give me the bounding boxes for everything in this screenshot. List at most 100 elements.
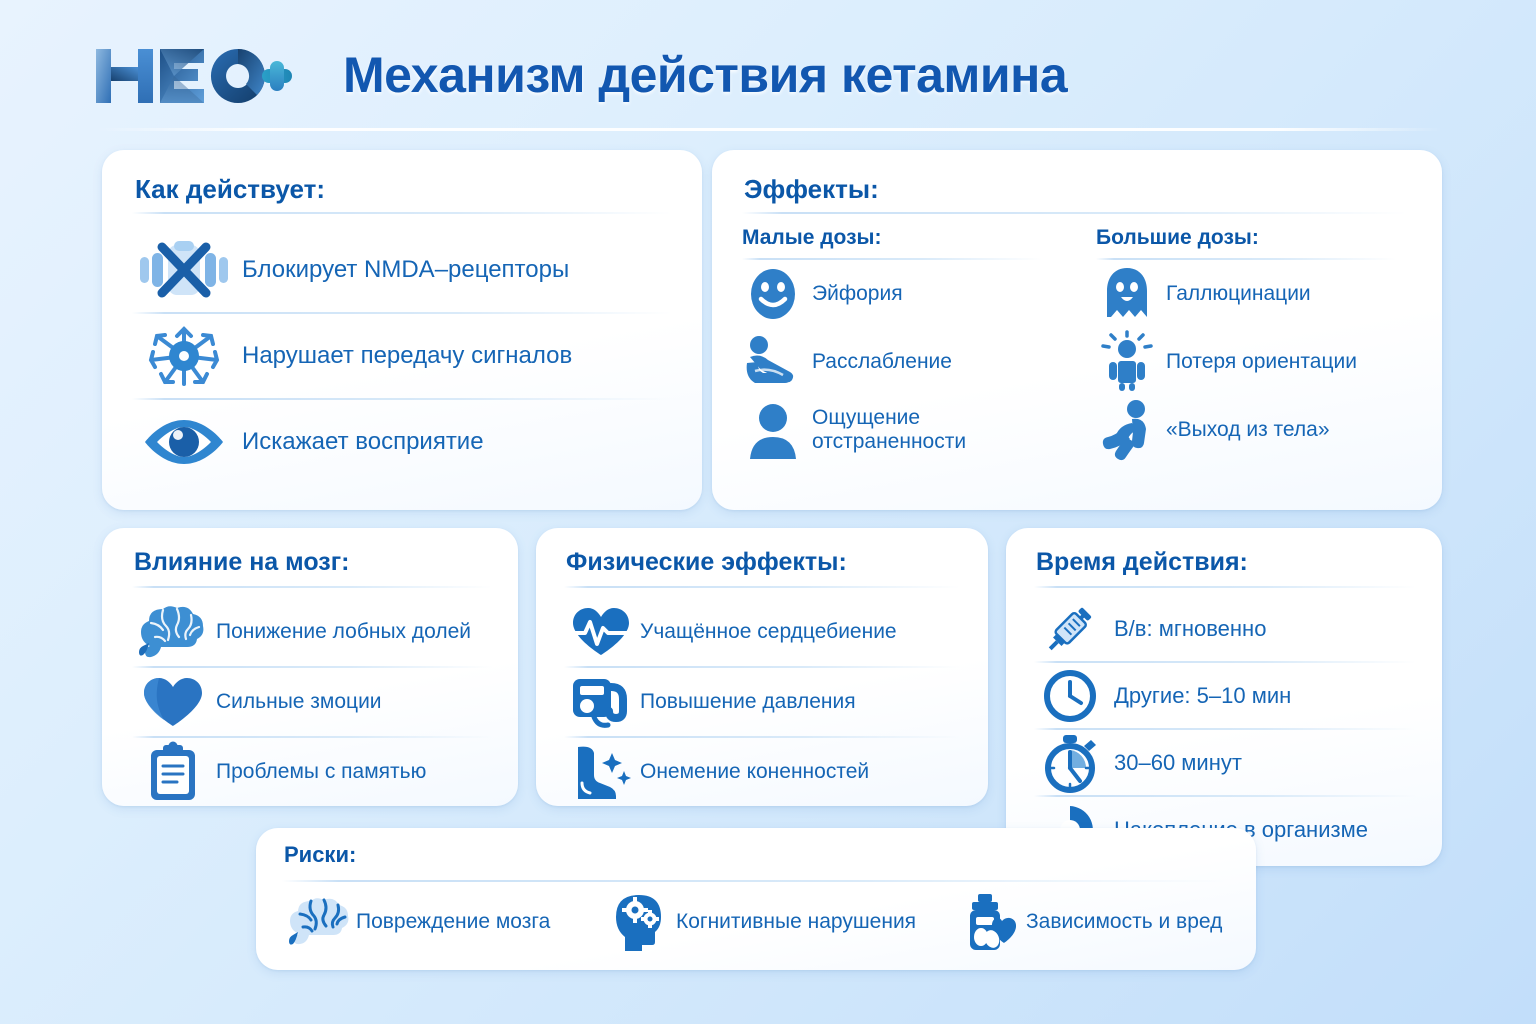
list-divider (564, 736, 960, 738)
card-title-effects: Эффекты: (744, 174, 879, 204)
list-item[interactable]: Галлюцинации (1096, 260, 1412, 328)
list-divider (132, 398, 672, 400)
brain-icon (132, 603, 214, 661)
brain-items-list: Понижение лобных долей Сильные змоции (132, 598, 502, 806)
damaged-brain-icon (282, 890, 356, 954)
risks-items-list: Повреждение мозга (282, 890, 1232, 954)
relaxing-person-icon (742, 331, 804, 393)
list-item-label: Галлюцинации (1166, 282, 1311, 306)
head-gears-icon (602, 890, 676, 954)
list-item-label: Эйфория (812, 282, 903, 306)
card-title-divider (132, 212, 672, 214)
list-divider (1034, 795, 1416, 797)
list-divider (1034, 728, 1416, 730)
dose-column-heading: Малые дозы: (742, 226, 882, 249)
syringe-icon (1034, 600, 1106, 658)
card-title-risks: Риски: (284, 842, 357, 867)
list-item[interactable]: Блокирует NMDA–рецепторы (132, 228, 677, 312)
list-item-label: Другие: 5–10 мин (1114, 682, 1292, 708)
dose-column-low: Малые дозы: Эйфория (742, 226, 1058, 464)
list-item[interactable]: Потеря ориентации (1096, 328, 1412, 396)
clock-icon (1034, 667, 1106, 725)
dose-heading-divider (742, 258, 1042, 260)
card-title-divider (282, 880, 1227, 882)
list-item-label: 30–60 минут (1114, 749, 1242, 775)
blocked-receptor-icon (132, 235, 236, 305)
how-items-list: Блокирует NMDA–рецепторы (132, 228, 677, 484)
list-item[interactable]: Искажает восприятие (132, 400, 677, 484)
list-item-label: Ощущение отстраненности (812, 406, 967, 453)
list-item-label: Потеря ориентации (1166, 350, 1357, 374)
list-item-label: «Выход из тела» (1166, 418, 1330, 442)
list-divider (132, 312, 672, 314)
list-item[interactable]: Понижение лобных долей (132, 598, 502, 666)
card-physical-effects: Физические эффекты: Учащённое сердцебиен… (536, 528, 988, 806)
page-title: Механизм действия кетамина (343, 47, 1068, 103)
stopwatch-icon (1034, 734, 1106, 793)
list-item-label: Учащённое сердцебиение (640, 620, 897, 643)
pill-bottle-icon (952, 890, 1026, 954)
list-item[interactable]: В/в: мгновенно (1034, 596, 1424, 661)
list-item[interactable]: «Выход из тела» (1096, 396, 1412, 464)
card-risks: Риски: Повреждение мозга (256, 828, 1256, 970)
list-item-label: Расслабление (812, 350, 952, 374)
card-brain-impact: Влияние на мозг: Понижение л (102, 528, 518, 806)
list-item-label: Сильные змоции (216, 690, 382, 713)
list-item[interactable]: Учащённое сердцебиение (564, 598, 964, 666)
list-item[interactable]: Сильные змоции (132, 668, 502, 736)
confused-person-icon (1096, 330, 1158, 393)
dose-column-high: Большие дозы: Галлюцинации (1096, 226, 1412, 464)
heart-icon (132, 673, 214, 731)
ghost-icon (1096, 263, 1158, 325)
list-divider (564, 666, 960, 668)
card-title-divider (132, 586, 492, 588)
list-item[interactable]: Зависимость и вред (952, 890, 1232, 954)
card-title-how: Как действует: (135, 174, 325, 204)
list-item[interactable]: Ощущение отстраненности (742, 396, 1058, 464)
list-item[interactable]: Проблемы с памятью (132, 738, 502, 806)
list-item[interactable]: Повышение давления (564, 668, 964, 736)
list-item-label: Повреждение мозга (356, 910, 551, 933)
list-item-label: Нарушает передачу сигналов (242, 342, 573, 369)
dose-column-heading: Большие дозы: (1096, 226, 1259, 249)
list-item[interactable]: Эйфория (742, 260, 1058, 328)
page-header: Механизм действия кетамина (0, 0, 1536, 132)
list-item[interactable]: Повреждение мозга (282, 890, 602, 954)
list-item-label: Когнитивные нарушения (676, 910, 917, 933)
list-item[interactable]: Когнитивные нарушения (602, 890, 952, 954)
list-item[interactable]: Онемение коненностей (564, 738, 964, 806)
card-title-brain: Влияние на мозг: (134, 548, 350, 576)
list-item-label: Повышение давления (640, 690, 856, 713)
card-title-time: Время действия: (1036, 548, 1248, 576)
card-title-divider (564, 586, 960, 588)
list-item[interactable]: Другие: 5–10 мин (1034, 663, 1424, 728)
card-how-it-works: Как действует: Блокирует NMDA–рецепт (102, 150, 702, 510)
card-title-divider (742, 212, 1407, 214)
dose-columns: Малые дозы: Эйфория (742, 226, 1412, 464)
card-title-divider (1034, 586, 1416, 588)
eye-icon (132, 407, 236, 477)
list-item-label: Понижение лобных долей (216, 620, 472, 643)
list-item-label: Проблемы с памятью (216, 760, 427, 783)
list-item-label: Блокирует NMDA–рецепторы (242, 256, 570, 283)
card-title-physical: Физические эффекты: (566, 548, 847, 576)
list-divider (132, 666, 492, 668)
header-divider (96, 128, 1442, 131)
list-item[interactable]: 30–60 минут (1034, 730, 1424, 795)
card-effects: Эффекты: Малые дозы: Эйфория (712, 150, 1442, 510)
time-items-list: В/в: мгновенно Другие: 5–10 мин (1034, 596, 1424, 862)
list-item-label: Искажает восприятие (242, 428, 484, 455)
logo-icon (96, 49, 292, 103)
list-item[interactable]: Расслабление (742, 328, 1058, 396)
blood-pressure-monitor-icon (564, 673, 638, 731)
card-duration: Время действия: (1006, 528, 1442, 866)
numb-boot-icon (564, 743, 638, 801)
list-item[interactable]: Нарушает передачу сигналов (132, 314, 677, 398)
clipboard-icon (132, 741, 214, 801)
list-item-label: Онемение коненностей (640, 760, 870, 783)
list-item-label: В/в: мгновенно (1114, 615, 1267, 641)
neuron-icon (132, 321, 236, 391)
physical-items-list: Учащённое сердцебиение Повышение давлени… (564, 598, 964, 806)
list-item-label: Зависимость и вред (1026, 910, 1223, 933)
person-silhouette-icon (742, 399, 804, 461)
